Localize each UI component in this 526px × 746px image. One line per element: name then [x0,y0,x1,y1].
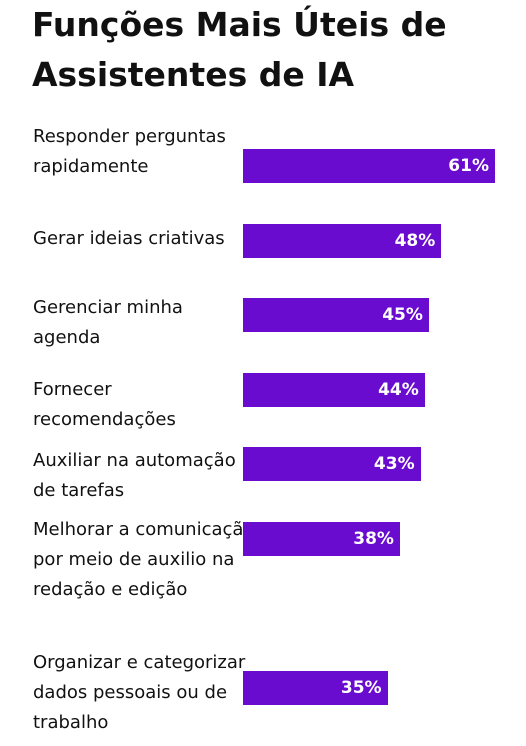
value-label: 48% [394,231,436,251]
category-label: Responder perguntas rapidamente [33,126,226,177]
bar: 38% [243,522,400,556]
bar: 48% [243,224,442,258]
bar: 35% [243,671,388,705]
value-label: 61% [448,156,489,176]
category-label: Organizar e categorizar dados pessoais o… [33,652,246,733]
value-label: 38% [353,529,394,549]
value-label: 45% [382,305,423,325]
category-label: Gerenciar minha agenda [33,297,183,348]
value-label: 43% [373,454,415,474]
chart-title: Funções Mais Úteis de Assistentes de IA [32,5,447,94]
bar: 45% [243,298,429,332]
bar: 61% [243,149,495,183]
category-label: Auxiliar na automação de tarefas [33,450,236,501]
bar: 43% [243,447,421,481]
category-label: Melhorar a comunicação por meio de auxil… [33,519,255,600]
category-label: Gerar ideias criativas [33,228,225,249]
value-label: 35% [340,678,382,698]
bar: 44% [243,373,425,407]
value-label: 44% [378,380,419,400]
category-label: Fornecer recomendações [33,379,176,430]
